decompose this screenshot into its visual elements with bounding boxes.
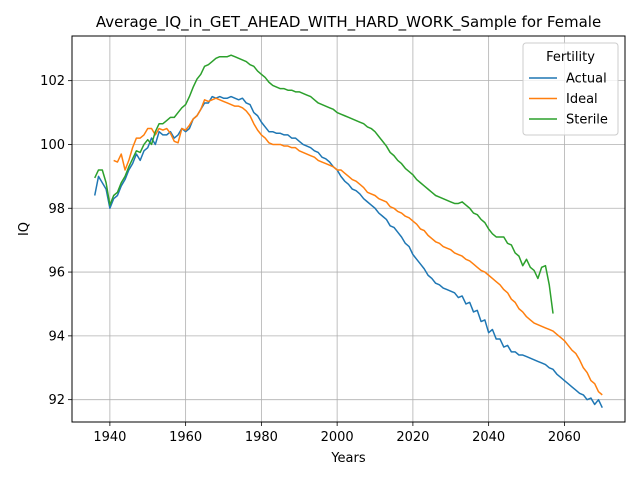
series-lines — [93, 54, 603, 408]
y-tick-label: 100 — [40, 138, 65, 153]
legend-title: Fertility — [546, 50, 595, 65]
x-tick-label: 2060 — [548, 430, 581, 445]
x-tick-label: 1980 — [245, 430, 278, 445]
legend-label-ideal: Ideal — [566, 92, 598, 107]
chart-title: Average_IQ_in_GET_AHEAD_WITH_HARD_WORK_S… — [96, 13, 601, 32]
y-tick-label: 102 — [40, 74, 65, 89]
legend-label-sterile: Sterile — [566, 113, 608, 128]
legend-label-actual: Actual — [566, 72, 607, 87]
series-line-ideal — [113, 97, 603, 396]
y-axis-label: IQ — [17, 222, 32, 236]
x-tick-label: 1940 — [93, 430, 126, 445]
plot-area-frame — [71, 35, 626, 423]
y-tick-label: 94 — [48, 329, 65, 344]
legend: Fertility Actual Ideal Sterile — [522, 42, 619, 136]
y-tick-label: 96 — [48, 266, 65, 281]
grid-lines — [72, 36, 625, 422]
x-axis-label: Years — [330, 451, 366, 466]
x-tick-label: 2020 — [396, 430, 429, 445]
x-axis-ticks: 1940 1960 1980 2000 2020 2040 2060 — [93, 422, 581, 445]
y-axis-ticks: 92 94 96 98 100 102 — [40, 74, 72, 408]
y-tick-label: 98 — [48, 202, 65, 217]
y-tick-label: 92 — [48, 393, 65, 408]
legend-entries: Actual Ideal Sterile — [529, 72, 608, 128]
x-tick-label: 2000 — [321, 430, 354, 445]
x-tick-label: 2040 — [472, 430, 505, 445]
legend-box — [522, 42, 619, 136]
series-line-sterile — [94, 54, 554, 314]
x-tick-label: 1960 — [169, 430, 202, 445]
series-line-actual — [93, 95, 603, 408]
